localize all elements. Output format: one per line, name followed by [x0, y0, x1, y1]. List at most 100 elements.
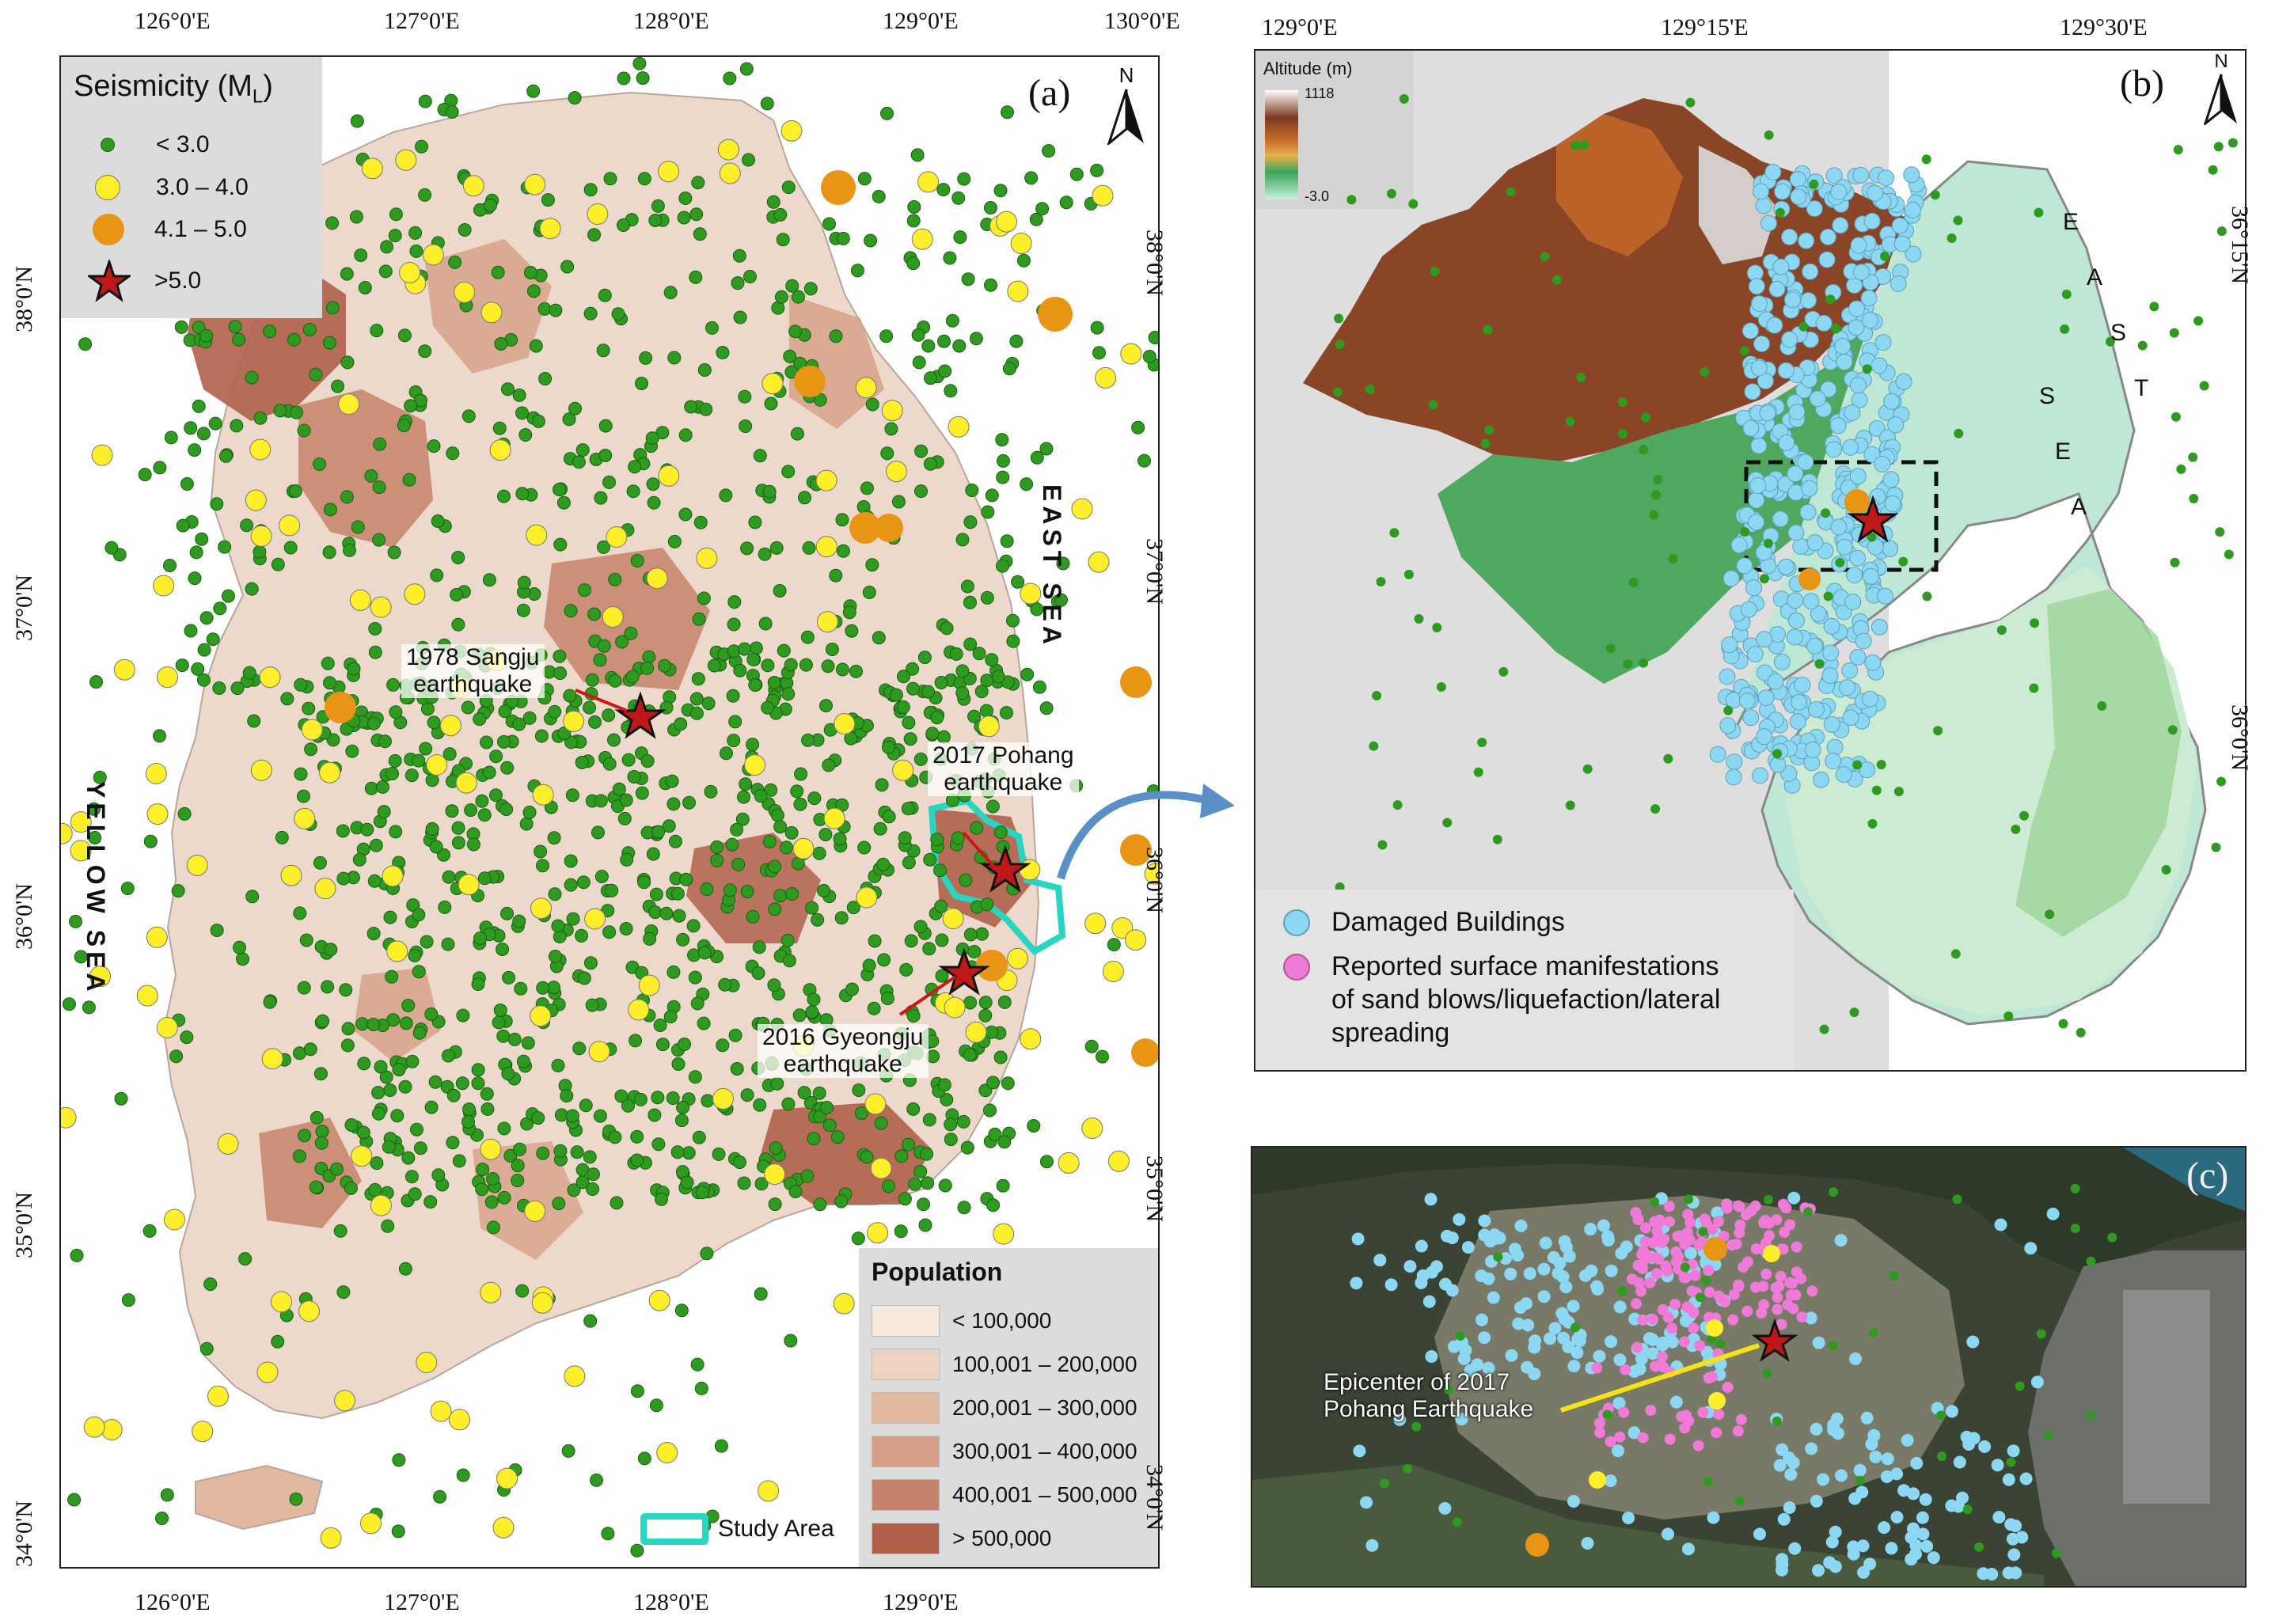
- panel-b-map: [1255, 51, 2245, 1070]
- damaged-building: [1789, 171, 1806, 188]
- damaged-building: [1601, 1230, 1615, 1243]
- small-quake: [1403, 1463, 1413, 1474]
- small-quake: [822, 217, 836, 231]
- small-quake: [247, 714, 261, 728]
- damaged-building: [1842, 438, 1859, 456]
- medium-quake: [1058, 1152, 1080, 1174]
- small-quake: [401, 1151, 416, 1165]
- small-quake: [263, 324, 277, 339]
- surface-manifestation: [1728, 1288, 1740, 1300]
- study-area-icon: [640, 1513, 708, 1545]
- small-quake: [1480, 438, 1491, 449]
- small-quake: [420, 935, 434, 949]
- damaged-building: [1620, 1240, 1633, 1254]
- small-quake: [611, 307, 625, 321]
- damaged-building: [1834, 338, 1852, 355]
- small-quake: [480, 735, 493, 749]
- small-quake: [630, 1384, 644, 1398]
- small-quake: [735, 812, 750, 826]
- small-quake: [561, 1444, 575, 1458]
- tick-label: 37°0'N: [11, 574, 37, 641]
- damaged-building: [2009, 1566, 2022, 1580]
- small-quake: [995, 433, 1009, 447]
- small-quake: [121, 1293, 135, 1307]
- small-quake: [829, 568, 843, 582]
- small-quake: [690, 1357, 705, 1372]
- small-quake: [290, 405, 303, 419]
- medium-quake: [524, 173, 546, 195]
- small-quake: [339, 983, 353, 997]
- small-quake: [684, 400, 698, 414]
- small-quake: [155, 1512, 169, 1525]
- small-quake: [1090, 321, 1104, 335]
- small-quake: [2070, 1224, 2080, 1234]
- damaged-building: [1867, 1429, 1881, 1442]
- small-quake: [292, 1149, 306, 1163]
- small-quake: [1000, 534, 1014, 548]
- medium-quake: [532, 784, 554, 806]
- small-quake: [783, 349, 797, 363]
- population-item: 100,001 – 200,000: [872, 1342, 1138, 1386]
- small-quake: [492, 421, 507, 435]
- medium-quake: [1084, 913, 1107, 935]
- damaged-building: [1863, 446, 1881, 463]
- medium-quake: [454, 281, 476, 303]
- small-quake: [397, 419, 411, 432]
- damaged-building: [1905, 1553, 1918, 1566]
- small-quake: [598, 419, 613, 433]
- small-quake: [1483, 324, 1493, 335]
- medium-quake: [361, 157, 383, 180]
- medium-quake: [870, 1157, 892, 1179]
- small-quake: [781, 465, 796, 479]
- medium-quake: [696, 547, 718, 569]
- damaged-building: [1802, 263, 1819, 280]
- damaged-building: [1842, 709, 1859, 727]
- small-quake: [694, 1381, 708, 1395]
- medium-quake: [1708, 1392, 1726, 1410]
- small-quake: [313, 457, 327, 471]
- south-hills: [2015, 589, 2182, 937]
- panel-a-label: (a): [1028, 72, 1071, 114]
- damaged-building: [1777, 362, 1795, 379]
- small-quake: [563, 689, 577, 703]
- damaged-building: [1461, 1241, 1475, 1254]
- medium-quake: [145, 763, 167, 784]
- small-quake: [963, 637, 978, 651]
- small-quake: [238, 1252, 253, 1266]
- surface-manifestation: [1772, 1292, 1783, 1303]
- small-quake: [740, 541, 754, 556]
- small-quake: [710, 853, 724, 867]
- small-quake: [553, 537, 568, 552]
- medium-quake-layer: [61, 120, 1158, 1549]
- small-quake: [572, 1042, 587, 1056]
- small-quake: [1039, 701, 1054, 715]
- small-quake: [938, 1178, 952, 1193]
- north-arrow-icon: [1107, 89, 1144, 147]
- small-quake: [372, 480, 386, 495]
- small-quake: [906, 662, 920, 676]
- tick-label: 128°0'E: [633, 8, 709, 34]
- small-quake: [531, 1111, 545, 1125]
- medium-quake: [458, 874, 480, 896]
- small-quake: [594, 870, 609, 883]
- small-quake: [456, 1008, 470, 1023]
- damaged-building: [1856, 1539, 1870, 1553]
- small-quake: [67, 1493, 82, 1507]
- small-quake: [430, 568, 444, 582]
- small-quake: [857, 172, 872, 186]
- damaged-building: [1384, 1278, 1398, 1292]
- small-quake: [587, 228, 602, 242]
- damaged-building: [1869, 1450, 1882, 1463]
- industrial: [2123, 1290, 2210, 1504]
- small-quake: [442, 870, 456, 884]
- small-quake: [374, 1060, 388, 1074]
- population-item: > 500,000: [872, 1516, 1138, 1560]
- small-quake: [1403, 569, 1414, 579]
- small-quake: [331, 379, 345, 393]
- large-quake-layer: [325, 170, 1158, 1067]
- small-quake: [1830, 324, 1840, 333]
- small-quake: [1617, 1286, 1627, 1296]
- small-quake: [917, 1197, 930, 1212]
- small-quake: [590, 1473, 603, 1487]
- small-quake: [389, 705, 403, 719]
